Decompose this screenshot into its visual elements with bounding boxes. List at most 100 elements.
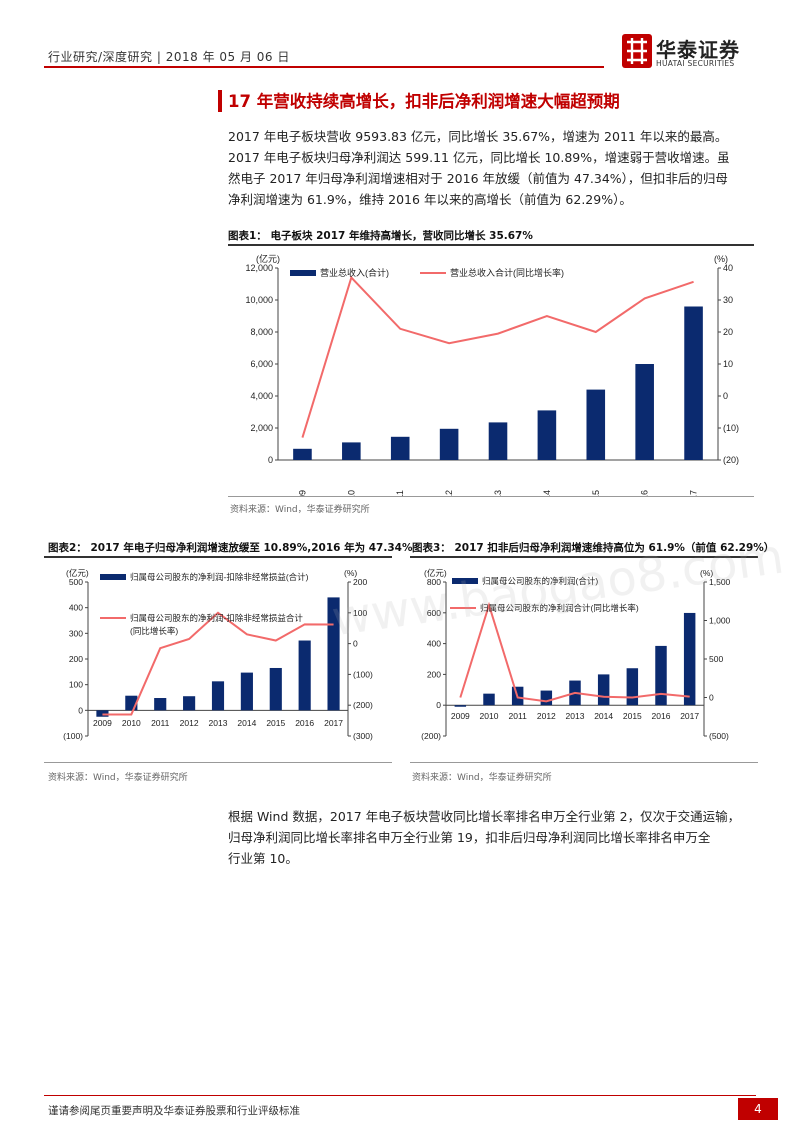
right-tick-label: (10) [723, 423, 739, 433]
page-number: 4 [738, 1098, 778, 1120]
figure-3-bottom-rule [410, 762, 758, 763]
right-tick-label: (500) [709, 731, 729, 741]
bar-2017 [327, 597, 340, 711]
x-tick-label: 2016 [652, 711, 671, 721]
bar-2012 [183, 696, 196, 711]
left-tick-label: 2,000 [250, 423, 273, 433]
right-tick-label: (200) [353, 700, 373, 710]
right-tick-label: 20 [723, 327, 733, 337]
bar-2011 [154, 698, 167, 711]
paragraph-1-line: 净利润增速为 61.9%，维持 2016 年以来的高增长（前值为 62.29%）… [228, 192, 632, 207]
left-tick-label: 12,000 [245, 263, 273, 273]
legend-bar-label: 营业总收入(合计) [320, 267, 389, 278]
right-tick-label: (100) [353, 669, 373, 679]
bar-2010 [483, 693, 495, 706]
x-tick-label: 2013 [566, 711, 585, 721]
figure-1-caption: 图表1： 电子板块 2017 年维持高增长，营收同比增长 35.67% [228, 230, 533, 242]
left-tick-label: 200 [69, 654, 83, 664]
left-tick-label: 0 [268, 455, 273, 465]
left-tick-label: 300 [69, 628, 83, 638]
x-tick-label: 2011 [395, 490, 405, 496]
bar-2015 [626, 668, 639, 706]
legend-line-label: 营业总收入合计(同比增长率) [450, 267, 564, 278]
left-tick-label: 0 [78, 705, 83, 715]
logo-cn: 华泰证券 [656, 38, 740, 62]
left-axis-unit: (亿元) [424, 568, 447, 578]
x-tick-label: 2011 [151, 718, 170, 728]
figure-2-bottom-rule [44, 762, 392, 763]
x-tick-label: 2017 [324, 718, 343, 728]
figure-3-source: 资料来源：Wind，华泰证券研究所 [412, 773, 552, 783]
x-tick-label: 2012 [180, 718, 199, 728]
x-tick-label: 2012 [444, 490, 454, 496]
x-tick-label: 2016 [640, 490, 650, 496]
paragraph-2: 根据 Wind 数据，2017 年电子板块营收同比增长率排名申万全行业第 2，仅… [228, 806, 758, 869]
right-tick-label: (300) [353, 731, 373, 741]
footer-divider [44, 1095, 756, 1096]
x-tick-label: 2009 [93, 718, 112, 728]
section-title-marker [218, 90, 222, 112]
x-tick-label: 2012 [537, 711, 556, 721]
bar-2014 [597, 674, 610, 706]
x-tick-label: 2009 [451, 711, 470, 721]
bar-2016 [635, 364, 654, 460]
left-tick-label: 400 [69, 603, 83, 613]
figure-3-chart: (200) 0 200 400 600 800 (500) 0 500 1,000 1,500 (亿元… [421, 568, 731, 741]
x-tick-label: 2009 [297, 490, 307, 496]
left-axis-unit: (亿元) [66, 568, 89, 578]
bar-2014 [537, 410, 557, 460]
header-divider [44, 66, 604, 68]
left-tick-label: 100 [69, 680, 83, 690]
bar-2010 [342, 442, 361, 460]
paragraph-1-line: 2017 年电子板块归母净利润达 599.11 亿元，同比增长 10.89%，增… [228, 150, 730, 165]
x-tick-label: 2015 [623, 711, 642, 721]
left-tick-label: 400 [427, 639, 441, 649]
figure-2-chart: (100) 0 100 200 300 400 500 (300) (200) (100) 0 100… [63, 568, 373, 741]
right-tick-label: 1,500 [709, 577, 731, 587]
footer-disclaimer: 谨请参阅尾页重要声明及华泰证券股票和行业评级标准 [48, 1105, 300, 1117]
figure-2-top-rule [44, 556, 392, 558]
x-tick-label: 2010 [480, 711, 499, 721]
x-tick-label: 2017 [689, 490, 699, 496]
bar-2009 [454, 705, 467, 707]
x-tick-label: 2014 [594, 711, 613, 721]
bar-2013 [488, 422, 508, 460]
paragraph-1: 2017 年电子板块营收 9593.83 亿元，同比增长 35.67%，增速为 … [228, 126, 758, 210]
legend-line-label: 归属母公司股东的净利润合计(同比增长率) [480, 603, 639, 613]
right-tick-label: 40 [723, 263, 733, 273]
bar-2012 [439, 428, 459, 460]
bar-2016 [655, 645, 667, 706]
legend-line-label-part: (同比增长率) [130, 626, 178, 636]
right-axis-unit: (%) [714, 254, 728, 264]
right-tick-label: (20) [723, 455, 739, 465]
x-tick-label: 2017 [680, 711, 699, 721]
bar-2014 [240, 672, 253, 711]
left-tick-label: (100) [63, 731, 83, 741]
x-tick-label: 2013 [493, 490, 503, 496]
x-tick-label: 2010 [346, 490, 356, 496]
left-tick-label: 200 [427, 669, 441, 679]
figure-1-source: 资料来源：Wind，华泰证券研究所 [230, 505, 370, 515]
figure-2-caption: 图表2： 2017 年电子归母净利润增速放缓至 10.89%,2016 年为 4… [48, 542, 413, 554]
paragraph-2-line: 归母净利润同比增长率排名申万全行业第 19，扣非后归母净利润同比增长率排名申万全 [228, 830, 711, 845]
left-axis-unit: (亿元) [256, 253, 280, 264]
right-tick-label: 0 [723, 391, 728, 401]
legend-line-label-part: 归属母公司股东的净利润-扣除非经常损益合计 [130, 613, 303, 623]
left-tick-label: 600 [427, 608, 441, 618]
legend-bar-label: 归属母公司股东的净利润(合计) [482, 576, 598, 586]
figure-2-source: 资料来源：Wind，华泰证券研究所 [48, 773, 188, 783]
left-tick-label: 0 [436, 700, 441, 710]
left-tick-label: 10,000 [245, 295, 273, 305]
bar-2013 [211, 681, 225, 711]
x-tick-label: 2016 [295, 718, 314, 728]
figure-3-top-rule [410, 556, 758, 558]
right-axis-unit: (%) [700, 568, 713, 578]
figure-3-caption: 图表3： 2017 扣非后归母净利润增速维持高位为 61.9%（前值 62.29… [412, 542, 775, 554]
x-tick-label: 2015 [591, 490, 601, 496]
left-tick-label: (200) [421, 731, 441, 741]
logo-en: HUATAI SECURITIES [656, 59, 735, 68]
right-tick-label: 30 [723, 295, 733, 305]
paragraph-1-line: 2017 年电子板块营收 9593.83 亿元，同比增长 35.67%，增速为 … [228, 129, 728, 144]
x-tick-label: 2011 [509, 711, 528, 721]
figure-1-bottom-rule [228, 496, 754, 497]
